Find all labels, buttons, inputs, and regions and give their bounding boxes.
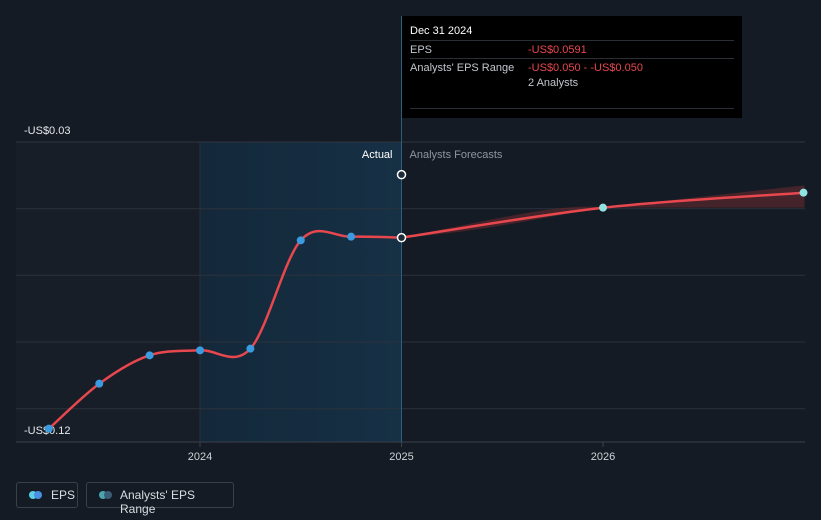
- eps-estimate-point: [396, 169, 407, 180]
- range-swatch-icon: [99, 491, 107, 499]
- legend-range-label: Analysts' EPS Range: [120, 488, 195, 516]
- legend-eps-button[interactable]: EPS: [16, 482, 78, 508]
- legend-eps-label: EPS: [51, 488, 76, 502]
- tooltip-eps-label: EPS: [410, 44, 433, 56]
- eps-swatch-icon: [29, 491, 37, 499]
- legend-range-button[interactable]: Analysts' EPS Range: [86, 482, 234, 516]
- y-label-top: -US$0.03: [24, 125, 70, 137]
- tooltip-divider: [410, 108, 734, 109]
- tooltip-range-row: Analysts' EPS Range -US$0.050 - -US$0.05…: [410, 58, 734, 77]
- forecast-label: Analysts Forecasts: [410, 149, 503, 161]
- x-tick-label: 2025: [389, 451, 413, 463]
- eps-point: [196, 346, 204, 355]
- tooltip: Dec 31 2024 EPS -US$0.0591 Analysts' EPS…: [402, 16, 742, 118]
- tooltip-range-label: Analysts' EPS Range: [410, 62, 515, 74]
- eps-actual-line: [48, 229, 402, 430]
- x-tick-label: 2024: [188, 451, 212, 463]
- eps-point: [145, 351, 154, 360]
- x-tick-label: 2026: [591, 451, 615, 463]
- past-background: [16, 142, 200, 442]
- tooltip-date: Dec 31 2024: [410, 25, 473, 37]
- eps-point: [396, 232, 407, 243]
- eps-point: [95, 379, 104, 388]
- range-swatch-icon-2: [104, 491, 112, 499]
- tooltip-analysts: 2 Analysts: [528, 77, 579, 89]
- eps-point: [246, 344, 255, 353]
- eps-point: [296, 236, 305, 245]
- eps-swatch-icon-2: [34, 491, 42, 499]
- actual-label: Actual: [362, 149, 393, 161]
- eps-point: [44, 424, 53, 433]
- tooltip-eps-value: -US$0.0591: [528, 44, 587, 56]
- actual-region: [200, 142, 402, 442]
- tooltip-eps-row: EPS -US$0.0591: [410, 40, 734, 59]
- tooltip-range-value: -US$0.050 - -US$0.050: [528, 62, 643, 74]
- forecast-point: [599, 203, 607, 212]
- forecast-point: [799, 188, 808, 197]
- eps-point: [347, 232, 356, 241]
